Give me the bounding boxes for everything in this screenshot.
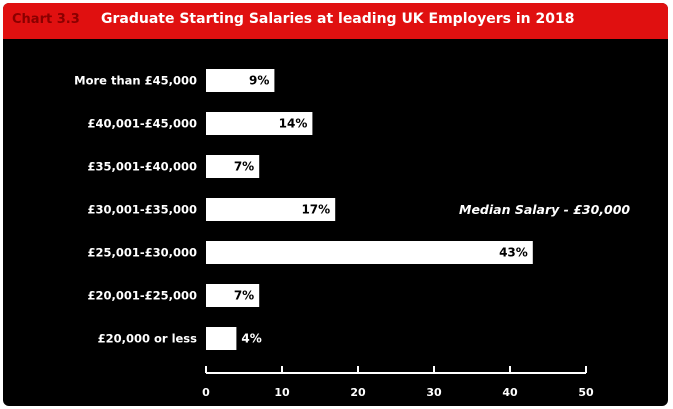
bar [206, 69, 275, 92]
chart-header: Chart 3.3 Graduate Starting Salaries at … [3, 3, 668, 39]
category-label: £20,001-£25,000 [87, 289, 197, 303]
bar-chart: More than £45,000 9% £40,001-£45,000 14% £35… [74, 69, 630, 399]
category-label: £30,001-£35,000 [87, 203, 197, 217]
bar [206, 155, 260, 178]
value-label: 7% [234, 289, 254, 303]
value-label: 17% [301, 203, 330, 217]
x-tick-label: 20 [350, 386, 366, 399]
category-label: More than £45,000 [74, 74, 197, 88]
category-label: £25,001-£30,000 [87, 246, 197, 260]
x-axis: 0 10 20 30 40 50 [202, 366, 594, 399]
x-tick-label: 40 [502, 386, 518, 399]
bar [206, 112, 313, 135]
value-label: 4% [241, 332, 261, 346]
x-tick-label: 10 [274, 386, 290, 399]
category-label: £40,001-£45,000 [87, 117, 197, 131]
x-tick-label: 30 [426, 386, 442, 399]
chart-frame: Chart 3.3 Graduate Starting Salaries at … [3, 3, 668, 406]
value-label: 43% [499, 246, 528, 260]
bar [206, 198, 336, 221]
x-tick-label: 0 [202, 386, 210, 399]
value-label: 9% [249, 74, 269, 88]
x-tick-label: 50 [578, 386, 594, 399]
bars-group: More than £45,000 9% £40,001-£45,000 14% £35… [74, 69, 533, 350]
category-label: £20,000 or less [98, 332, 198, 346]
median-salary-note: Median Salary - £30,000 [459, 202, 630, 217]
chart-title: Graduate Starting Salaries at leading UK… [101, 11, 575, 27]
value-label: 14% [279, 117, 308, 131]
bar [206, 241, 533, 264]
bar [206, 284, 260, 307]
chart-number: Chart 3.3 [12, 12, 80, 27]
value-label: 7% [234, 160, 254, 174]
bar [206, 327, 237, 350]
category-label: £35,001-£40,000 [87, 160, 197, 174]
